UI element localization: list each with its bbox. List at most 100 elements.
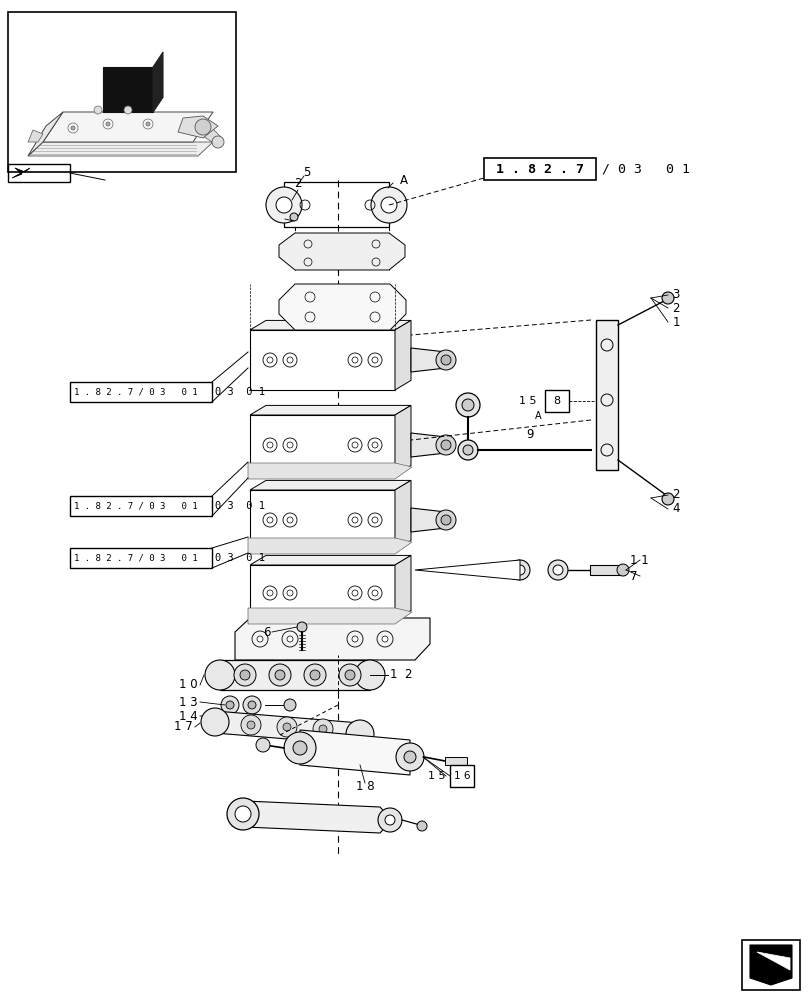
Polygon shape (250, 405, 410, 415)
Text: 4: 4 (672, 502, 679, 516)
Circle shape (440, 440, 450, 450)
Circle shape (319, 725, 327, 733)
Circle shape (436, 510, 456, 530)
Polygon shape (250, 320, 410, 330)
Circle shape (268, 664, 290, 686)
Text: 1 3: 1 3 (179, 696, 198, 708)
Text: 1 . 8 2 . 7 / 0 3   0 1: 1 . 8 2 . 7 / 0 3 0 1 (74, 554, 197, 562)
Circle shape (286, 357, 293, 363)
Circle shape (345, 670, 354, 680)
Bar (250, 415, 394, 475)
Polygon shape (247, 608, 411, 624)
Circle shape (456, 393, 479, 417)
Circle shape (351, 357, 358, 363)
Bar (250, 565, 394, 620)
Circle shape (277, 717, 297, 737)
Circle shape (661, 493, 673, 505)
Circle shape (310, 670, 320, 680)
Circle shape (241, 715, 260, 735)
Circle shape (146, 122, 150, 126)
Text: 0 3  0 1: 0 3 0 1 (215, 553, 264, 563)
Circle shape (371, 590, 378, 596)
Polygon shape (749, 945, 791, 985)
Bar (590, 565, 624, 575)
Text: 1 0: 1 0 (179, 678, 198, 692)
Polygon shape (410, 348, 453, 372)
Polygon shape (394, 320, 410, 390)
Circle shape (284, 732, 315, 764)
Bar (8, 12, 236, 172)
Polygon shape (279, 233, 405, 270)
Circle shape (661, 292, 673, 304)
Circle shape (417, 821, 427, 831)
Bar (449, 765, 474, 787)
Circle shape (293, 741, 307, 755)
Circle shape (242, 696, 260, 714)
Text: 3: 3 (672, 288, 679, 302)
Polygon shape (103, 67, 152, 112)
Circle shape (267, 517, 272, 523)
Circle shape (286, 590, 293, 596)
Circle shape (212, 136, 224, 148)
Circle shape (247, 701, 255, 709)
Text: 1: 1 (672, 316, 679, 328)
Polygon shape (152, 52, 163, 112)
Circle shape (284, 699, 296, 711)
Polygon shape (414, 560, 519, 580)
Circle shape (436, 435, 456, 455)
Text: 1  2: 1 2 (389, 668, 412, 682)
Circle shape (616, 564, 629, 576)
Circle shape (404, 751, 415, 763)
Polygon shape (28, 112, 63, 156)
Circle shape (312, 719, 333, 739)
Text: 1 8: 1 8 (355, 780, 374, 793)
Circle shape (275, 670, 285, 680)
Text: 2: 2 (672, 302, 679, 314)
Text: 1 1: 1 1 (629, 554, 648, 566)
Circle shape (440, 515, 450, 525)
Circle shape (286, 517, 293, 523)
Circle shape (461, 399, 474, 411)
Circle shape (514, 565, 525, 575)
Circle shape (234, 806, 251, 822)
Circle shape (267, 357, 272, 363)
Polygon shape (279, 284, 406, 330)
Text: 6: 6 (263, 626, 270, 638)
Polygon shape (12, 168, 30, 178)
Bar (483, 158, 595, 180)
Circle shape (378, 808, 401, 832)
Circle shape (267, 590, 272, 596)
Circle shape (338, 664, 361, 686)
Polygon shape (756, 952, 789, 970)
Bar (444, 757, 466, 765)
Circle shape (380, 197, 397, 213)
Circle shape (257, 636, 263, 642)
Text: 1 . 8 2 . 7: 1 . 8 2 . 7 (496, 163, 583, 176)
Circle shape (436, 350, 456, 370)
Circle shape (204, 660, 234, 690)
Circle shape (351, 636, 358, 642)
Circle shape (371, 517, 378, 523)
Circle shape (94, 106, 102, 114)
Circle shape (267, 442, 272, 448)
Circle shape (225, 701, 234, 709)
Circle shape (240, 670, 250, 680)
Circle shape (547, 560, 568, 580)
Polygon shape (247, 463, 411, 479)
Text: 1 . 8 2 . 7 / 0 3   0 1: 1 . 8 2 . 7 / 0 3 0 1 (74, 387, 197, 396)
Polygon shape (250, 555, 410, 565)
Circle shape (106, 122, 109, 126)
Polygon shape (394, 555, 410, 620)
Polygon shape (299, 730, 410, 775)
Circle shape (201, 708, 229, 736)
Polygon shape (394, 405, 410, 475)
Polygon shape (410, 433, 453, 457)
Text: 1 4: 1 4 (179, 710, 198, 722)
Polygon shape (394, 480, 410, 550)
Circle shape (255, 738, 270, 752)
Polygon shape (28, 130, 43, 142)
Circle shape (247, 721, 255, 729)
Polygon shape (247, 538, 411, 554)
Text: 2: 2 (294, 177, 302, 190)
Circle shape (371, 357, 378, 363)
